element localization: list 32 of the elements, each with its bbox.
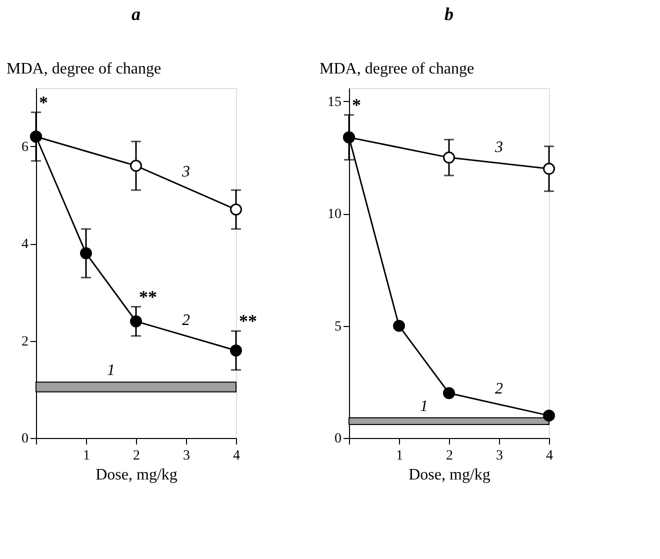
series-label: 2 [495, 380, 503, 398]
x-tick-label: 2 [446, 448, 453, 464]
x-tick-label: 1 [396, 448, 403, 464]
annotation: ** [139, 286, 157, 307]
annotation: * [352, 94, 361, 115]
x-tick-label: 3 [183, 448, 190, 464]
y-axis-title: MDA, degree of change [320, 60, 474, 78]
y-tick-label: 0 [22, 432, 28, 446]
y-tick-label: 15 [328, 94, 342, 110]
y-tick-label: 10 [328, 207, 342, 222]
x-axis-title: Dose, mg/kg [408, 466, 490, 484]
x-tick-label: 3 [496, 448, 503, 464]
chart-title: b [444, 4, 454, 24]
series-label: 3 [494, 139, 503, 156]
band-label: 1 [107, 362, 115, 380]
y-axis-title: MDA, degree of change [6, 60, 162, 78]
y-tick-label: 4 [22, 237, 28, 252]
x-tick-label: 4 [546, 448, 553, 464]
y-tick-label: 6 [22, 140, 28, 155]
band-label: 1 [420, 398, 428, 415]
y-tick-label: 2 [22, 334, 28, 350]
x-tick-label: 4 [233, 448, 240, 464]
y-tick-label: 0 [334, 432, 342, 446]
x-tick-label: 2 [133, 448, 140, 464]
y-tick-label: 5 [334, 319, 342, 334]
series-label: 2 [182, 312, 190, 329]
x-tick-label: 1 [83, 448, 90, 464]
chart-title: a [132, 4, 140, 24]
annotation: ** [239, 311, 257, 332]
annotation: * [39, 92, 48, 112]
series-label: 3 [181, 164, 190, 181]
x-axis-title: Dose, mg/kg [96, 466, 178, 484]
